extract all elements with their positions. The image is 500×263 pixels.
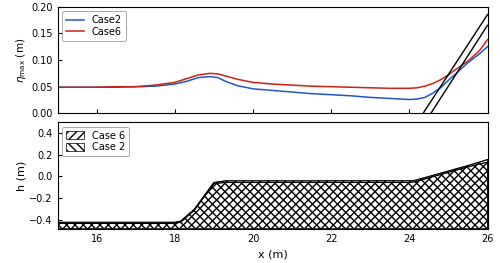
Case2 bbox=[215, 76, 221, 79]
Case2 bbox=[94, 86, 100, 89]
Case2 bbox=[387, 97, 393, 100]
Case2 bbox=[222, 80, 228, 83]
Case6 bbox=[113, 85, 119, 88]
Case6 bbox=[132, 85, 138, 88]
Case6 bbox=[476, 49, 482, 52]
Case2 bbox=[234, 84, 240, 87]
Case2 bbox=[195, 76, 201, 79]
Case6 bbox=[234, 78, 240, 81]
Case2 bbox=[289, 90, 295, 94]
Case2 bbox=[270, 89, 276, 92]
Case6 bbox=[465, 59, 471, 63]
Case6 bbox=[348, 86, 354, 89]
Case6 bbox=[387, 87, 393, 90]
Case2 bbox=[422, 96, 428, 99]
X-axis label: x (m): x (m) bbox=[258, 249, 288, 259]
Case6 bbox=[250, 81, 256, 84]
Case6 bbox=[422, 85, 428, 88]
Case2 bbox=[414, 97, 420, 100]
Case6 bbox=[453, 68, 459, 71]
Case2 bbox=[484, 45, 490, 48]
Polygon shape bbox=[58, 160, 488, 229]
Case2 bbox=[54, 86, 60, 89]
Case6 bbox=[406, 87, 412, 90]
Line: Case6: Case6 bbox=[58, 40, 488, 88]
Case6 bbox=[438, 78, 444, 81]
Case6 bbox=[172, 81, 178, 84]
Case2 bbox=[74, 86, 80, 89]
Case2 bbox=[446, 79, 452, 82]
Case6 bbox=[74, 86, 80, 89]
Case2 bbox=[172, 83, 178, 86]
Case2 bbox=[207, 75, 213, 78]
Case6 bbox=[446, 73, 452, 77]
Case2 bbox=[453, 72, 459, 75]
Case2 bbox=[328, 93, 334, 96]
Case2 bbox=[406, 98, 412, 101]
Legend: Case2, Case6: Case2, Case6 bbox=[62, 11, 126, 41]
Case2 bbox=[438, 86, 444, 89]
Case6 bbox=[289, 84, 295, 87]
Case6 bbox=[222, 74, 228, 78]
Case6 bbox=[195, 73, 201, 77]
Case2 bbox=[367, 96, 373, 99]
Case2 bbox=[465, 61, 471, 64]
Case6 bbox=[484, 38, 490, 41]
Case6 bbox=[207, 72, 213, 75]
Case6 bbox=[328, 85, 334, 88]
Case6 bbox=[94, 86, 100, 89]
Case2 bbox=[132, 85, 138, 88]
Case2 bbox=[308, 92, 314, 95]
Case2 bbox=[152, 85, 158, 88]
Y-axis label: $\eta_{\mathrm{max}}$ (m): $\eta_{\mathrm{max}}$ (m) bbox=[14, 37, 28, 83]
Case6 bbox=[430, 82, 436, 85]
Case6 bbox=[152, 84, 158, 87]
Case6 bbox=[414, 86, 420, 89]
Y-axis label: h (m): h (m) bbox=[16, 160, 26, 190]
Case2 bbox=[430, 92, 436, 95]
Case2 bbox=[250, 87, 256, 90]
Case6 bbox=[215, 72, 221, 75]
Line: Case2: Case2 bbox=[58, 47, 488, 99]
Case6 bbox=[184, 77, 190, 80]
Case2 bbox=[113, 86, 119, 89]
Case6 bbox=[270, 83, 276, 86]
Case2 bbox=[184, 80, 190, 83]
Case2 bbox=[348, 94, 354, 97]
Case6 bbox=[308, 85, 314, 88]
Legend: Case 6, Case 2: Case 6, Case 2 bbox=[62, 127, 128, 156]
Case6 bbox=[367, 86, 373, 89]
Case2 bbox=[476, 52, 482, 55]
Case6 bbox=[54, 86, 60, 89]
